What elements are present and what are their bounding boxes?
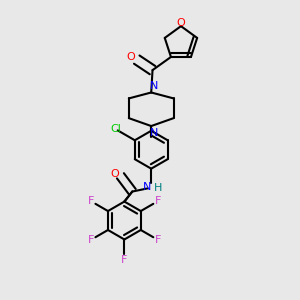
- Text: Cl: Cl: [111, 124, 122, 134]
- Text: N: N: [149, 81, 158, 91]
- Text: H: H: [154, 183, 162, 193]
- Text: F: F: [155, 196, 161, 206]
- Text: O: O: [177, 18, 185, 28]
- Text: F: F: [155, 235, 161, 245]
- Text: F: F: [87, 196, 94, 206]
- Text: O: O: [127, 52, 136, 62]
- Text: O: O: [110, 169, 119, 179]
- Text: N: N: [149, 128, 158, 138]
- Text: F: F: [121, 254, 127, 265]
- Text: F: F: [87, 235, 94, 245]
- Text: N: N: [142, 182, 151, 192]
